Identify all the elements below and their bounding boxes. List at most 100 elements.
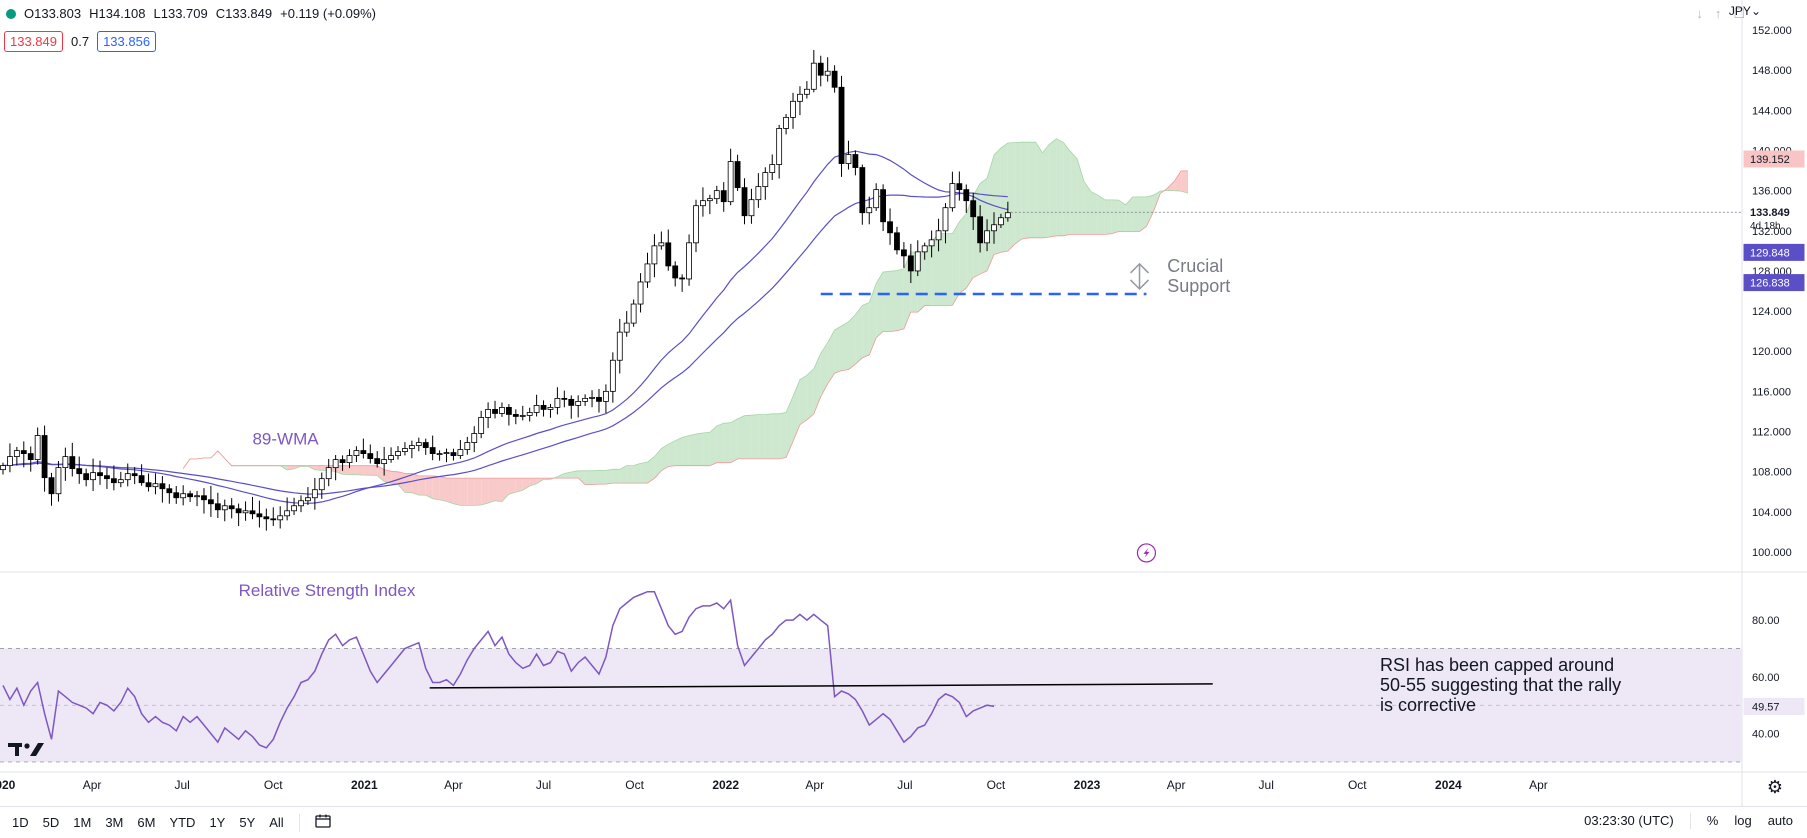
- cloud-segment: [751, 414, 759, 459]
- candle: [693, 199, 699, 253]
- candle-body: [1004, 212, 1011, 219]
- auto-scale-toggle[interactable]: auto: [1767, 813, 1793, 828]
- cloud-segment: [786, 396, 793, 458]
- candle-body: [623, 322, 630, 333]
- time-tick-label: 2020: [0, 778, 16, 792]
- rsi-value-bg: [1743, 697, 1805, 715]
- cloud-segment: [585, 470, 592, 485]
- candle-body: [887, 221, 893, 234]
- cloud-segment: [446, 478, 454, 504]
- candle-body: [894, 232, 900, 251]
- maximize-icon[interactable]: ☐: [1733, 6, 1745, 21]
- range-1d[interactable]: 1D: [12, 815, 29, 830]
- candle: [367, 444, 374, 464]
- utc-clock[interactable]: 03:23:30 (UTC): [1584, 813, 1674, 828]
- range-6m[interactable]: 6M: [137, 815, 156, 830]
- calendar-range-icon[interactable]: [308, 814, 338, 831]
- percent-scale-toggle[interactable]: %: [1706, 813, 1719, 828]
- cloud-segment: [1084, 181, 1091, 235]
- sell-button[interactable]: 133.849: [4, 31, 63, 52]
- arrow-up-icon[interactable]: ↑: [1714, 6, 1722, 21]
- range-all[interactable]: All: [269, 815, 284, 830]
- log-scale-toggle[interactable]: log: [1734, 813, 1752, 828]
- cloud-segment: [1167, 181, 1175, 191]
- candle: [901, 242, 907, 268]
- candle: [402, 442, 408, 456]
- cloud-segment: [959, 213, 967, 294]
- cloud-segment: [1111, 199, 1119, 234]
- candle: [478, 410, 485, 439]
- candle: [935, 218, 942, 252]
- candle: [748, 188, 755, 224]
- candle-body: [457, 449, 464, 456]
- candle: [325, 458, 332, 487]
- settings-gear-icon[interactable]: ⚙: [1766, 777, 1784, 797]
- buy-button[interactable]: 133.856: [97, 31, 157, 52]
- arrow-down-icon[interactable]: ↓: [1696, 6, 1703, 21]
- price-tick-label: 116.000: [1752, 386, 1791, 398]
- candle-body: [824, 70, 831, 76]
- candle-body: [367, 453, 374, 459]
- range-5d[interactable]: 5D: [42, 815, 60, 830]
- cloud-segment: [1181, 170, 1188, 194]
- candle-body: [27, 453, 34, 461]
- range-ytd[interactable]: YTD: [169, 815, 196, 830]
- price-tick-label: 108.000: [1752, 467, 1792, 479]
- candle: [249, 496, 256, 520]
- candle-body: [700, 200, 706, 207]
- candle: [630, 299, 637, 327]
- cloud-segment: [1035, 142, 1043, 238]
- cloud-segment: [730, 418, 738, 463]
- candle: [256, 500, 263, 528]
- candle-body: [152, 483, 159, 488]
- candle-body: [145, 482, 152, 488]
- currency-selector[interactable]: JPY⌄: [1729, 4, 1761, 18]
- rsi-trendline: [429, 683, 1213, 689]
- candle-body: [41, 435, 48, 479]
- cloud-segment: [723, 422, 731, 463]
- candle-body: [159, 483, 166, 490]
- toolbar-divider: [1689, 813, 1691, 829]
- candle-body: [956, 183, 963, 191]
- candle: [450, 448, 457, 461]
- cloud-segment: [890, 270, 897, 332]
- cloud-segment: [813, 353, 821, 414]
- candle: [90, 458, 96, 492]
- flash-glyph: [1143, 547, 1150, 558]
- price-label-text: 129.848: [1750, 247, 1790, 259]
- candle-body: [221, 505, 228, 511]
- price-label-bg: [1743, 243, 1805, 261]
- candle-body: [346, 455, 353, 464]
- price-label-bg: [1743, 150, 1805, 168]
- toolbar-divider: [298, 813, 300, 832]
- range-1y[interactable]: 1Y: [209, 815, 226, 830]
- candle-body: [901, 249, 907, 257]
- range-5y[interactable]: 5Y: [239, 815, 256, 830]
- time-tick-label: Apr: [1529, 778, 1548, 792]
- leading-span-a: [182, 138, 1189, 506]
- candle-body: [173, 492, 180, 499]
- candle: [83, 468, 90, 487]
- cloud-segment: [571, 470, 579, 479]
- candle: [131, 467, 138, 485]
- time-tick-label: Oct: [1348, 778, 1367, 792]
- range-3m[interactable]: 3M: [105, 815, 124, 830]
- cloud-segment: [1146, 195, 1154, 227]
- candle: [138, 464, 145, 486]
- candle-body: [284, 510, 291, 517]
- candle: [305, 487, 311, 506]
- candle-body: [977, 216, 984, 244]
- candle-body: [706, 198, 713, 202]
- logo-mark: [8, 743, 44, 756]
- cloud-segment: [869, 283, 877, 355]
- candle-body: [353, 450, 360, 456]
- cloud-segment: [467, 478, 475, 506]
- range-1m[interactable]: 1M: [73, 815, 92, 830]
- candle-body: [693, 205, 699, 244]
- candle: [984, 219, 990, 252]
- candle: [706, 194, 713, 215]
- candle: [457, 439, 464, 459]
- candle-body: [464, 442, 471, 450]
- cloud-segment: [994, 147, 1001, 255]
